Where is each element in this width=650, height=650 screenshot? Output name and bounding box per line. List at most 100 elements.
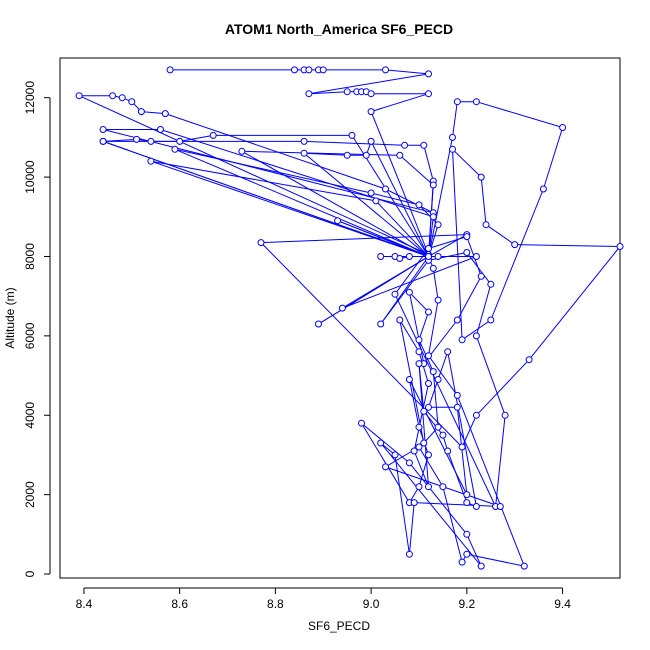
data-point	[415, 348, 423, 356]
data-point	[477, 173, 485, 181]
data-point	[377, 253, 385, 260]
series-line-segment	[394, 293, 497, 507]
data-point	[382, 463, 389, 471]
series-line-segment	[476, 359, 530, 416]
data-point	[434, 296, 442, 304]
data-point	[410, 447, 418, 455]
data-point	[137, 108, 145, 116]
x-axis: 8.4 8.6 8.8 9.0 9.2 9.4	[76, 587, 571, 611]
series-line-segment	[476, 101, 563, 128]
y-tick-label: 6000	[23, 322, 37, 349]
y-axis: 0 2000 4000 6000 8000 10000 12000	[23, 81, 51, 577]
data-point	[405, 550, 413, 558]
series-line-segment	[456, 395, 525, 567]
series-line-segment	[337, 220, 429, 257]
data-point	[429, 213, 437, 221]
data-point	[453, 98, 461, 106]
data-point	[99, 126, 107, 133]
series-line-segment	[442, 486, 463, 563]
data-point	[453, 316, 461, 324]
series-line-segment	[308, 73, 429, 95]
data-point	[166, 66, 174, 74]
series-line-segment	[495, 415, 506, 507]
data-point	[405, 253, 413, 260]
data-point	[291, 66, 298, 74]
data-point	[482, 221, 490, 229]
series-line-segment	[456, 276, 482, 321]
series-line-segment	[456, 407, 468, 495]
data-point	[99, 137, 107, 145]
series-line-segment	[428, 236, 467, 249]
data-point	[367, 189, 375, 197]
data-point	[133, 135, 141, 143]
y-tick-label: 0	[23, 570, 37, 577]
series-line-segment	[241, 150, 400, 156]
series-line-segment	[461, 319, 492, 341]
series-line-segment	[428, 300, 439, 356]
x-tick-label: 8.8	[267, 597, 284, 611]
data-point	[118, 94, 126, 102]
series-line-segment	[447, 351, 477, 507]
data-point	[425, 403, 432, 411]
series-line-segment	[303, 152, 429, 257]
data-point	[559, 124, 567, 131]
data-point	[348, 131, 356, 139]
data-point	[511, 241, 519, 249]
data-point	[238, 147, 246, 155]
data-point	[453, 403, 461, 411]
data-point	[487, 280, 495, 288]
data-point	[319, 66, 327, 74]
data-point	[472, 332, 480, 340]
data-point	[463, 233, 471, 241]
series-line-segment	[160, 129, 434, 218]
data-point	[391, 290, 399, 298]
data-point	[463, 249, 471, 256]
data-point	[429, 264, 437, 272]
series-line-segment	[418, 446, 444, 487]
data-point	[425, 70, 432, 78]
data-point	[367, 90, 375, 98]
data-point	[257, 239, 265, 247]
series-line-segment	[241, 150, 429, 257]
series-line-segment	[385, 69, 429, 75]
series-line-segment	[414, 502, 501, 507]
series-line-segment	[342, 256, 477, 309]
data-point	[209, 131, 217, 139]
data-point	[300, 137, 308, 145]
data-point	[415, 423, 423, 431]
series-line-segment	[361, 422, 410, 464]
series-line-segment	[370, 192, 420, 206]
data-point	[425, 483, 432, 491]
data-point	[405, 376, 413, 383]
data-point	[367, 108, 375, 116]
data-point	[367, 137, 375, 145]
data-point	[472, 253, 480, 260]
series-line-segment	[102, 140, 429, 257]
data-point	[439, 483, 447, 491]
data-point	[458, 443, 466, 451]
series-line-segment	[480, 177, 487, 225]
data-point	[396, 151, 404, 159]
data-point	[147, 137, 155, 145]
series-line-segment	[428, 355, 458, 396]
data-point	[410, 499, 418, 507]
series-line-segment	[413, 383, 429, 452]
series-line-segment	[260, 242, 463, 448]
data-point	[157, 126, 164, 133]
series-line-segment	[399, 154, 434, 186]
data-point	[415, 483, 423, 491]
data-point	[616, 243, 624, 250]
data-point	[434, 253, 442, 260]
data-point	[444, 447, 452, 455]
data-point	[463, 499, 471, 507]
data-point	[415, 360, 423, 368]
data-point	[449, 145, 456, 153]
data-point	[405, 288, 413, 296]
series-line-segment	[418, 204, 439, 226]
x-tick-label: 9.2	[458, 597, 475, 611]
series-line-segment	[380, 260, 429, 325]
data-point	[434, 423, 442, 431]
data-point	[161, 110, 169, 118]
series-line-segment	[428, 184, 434, 257]
